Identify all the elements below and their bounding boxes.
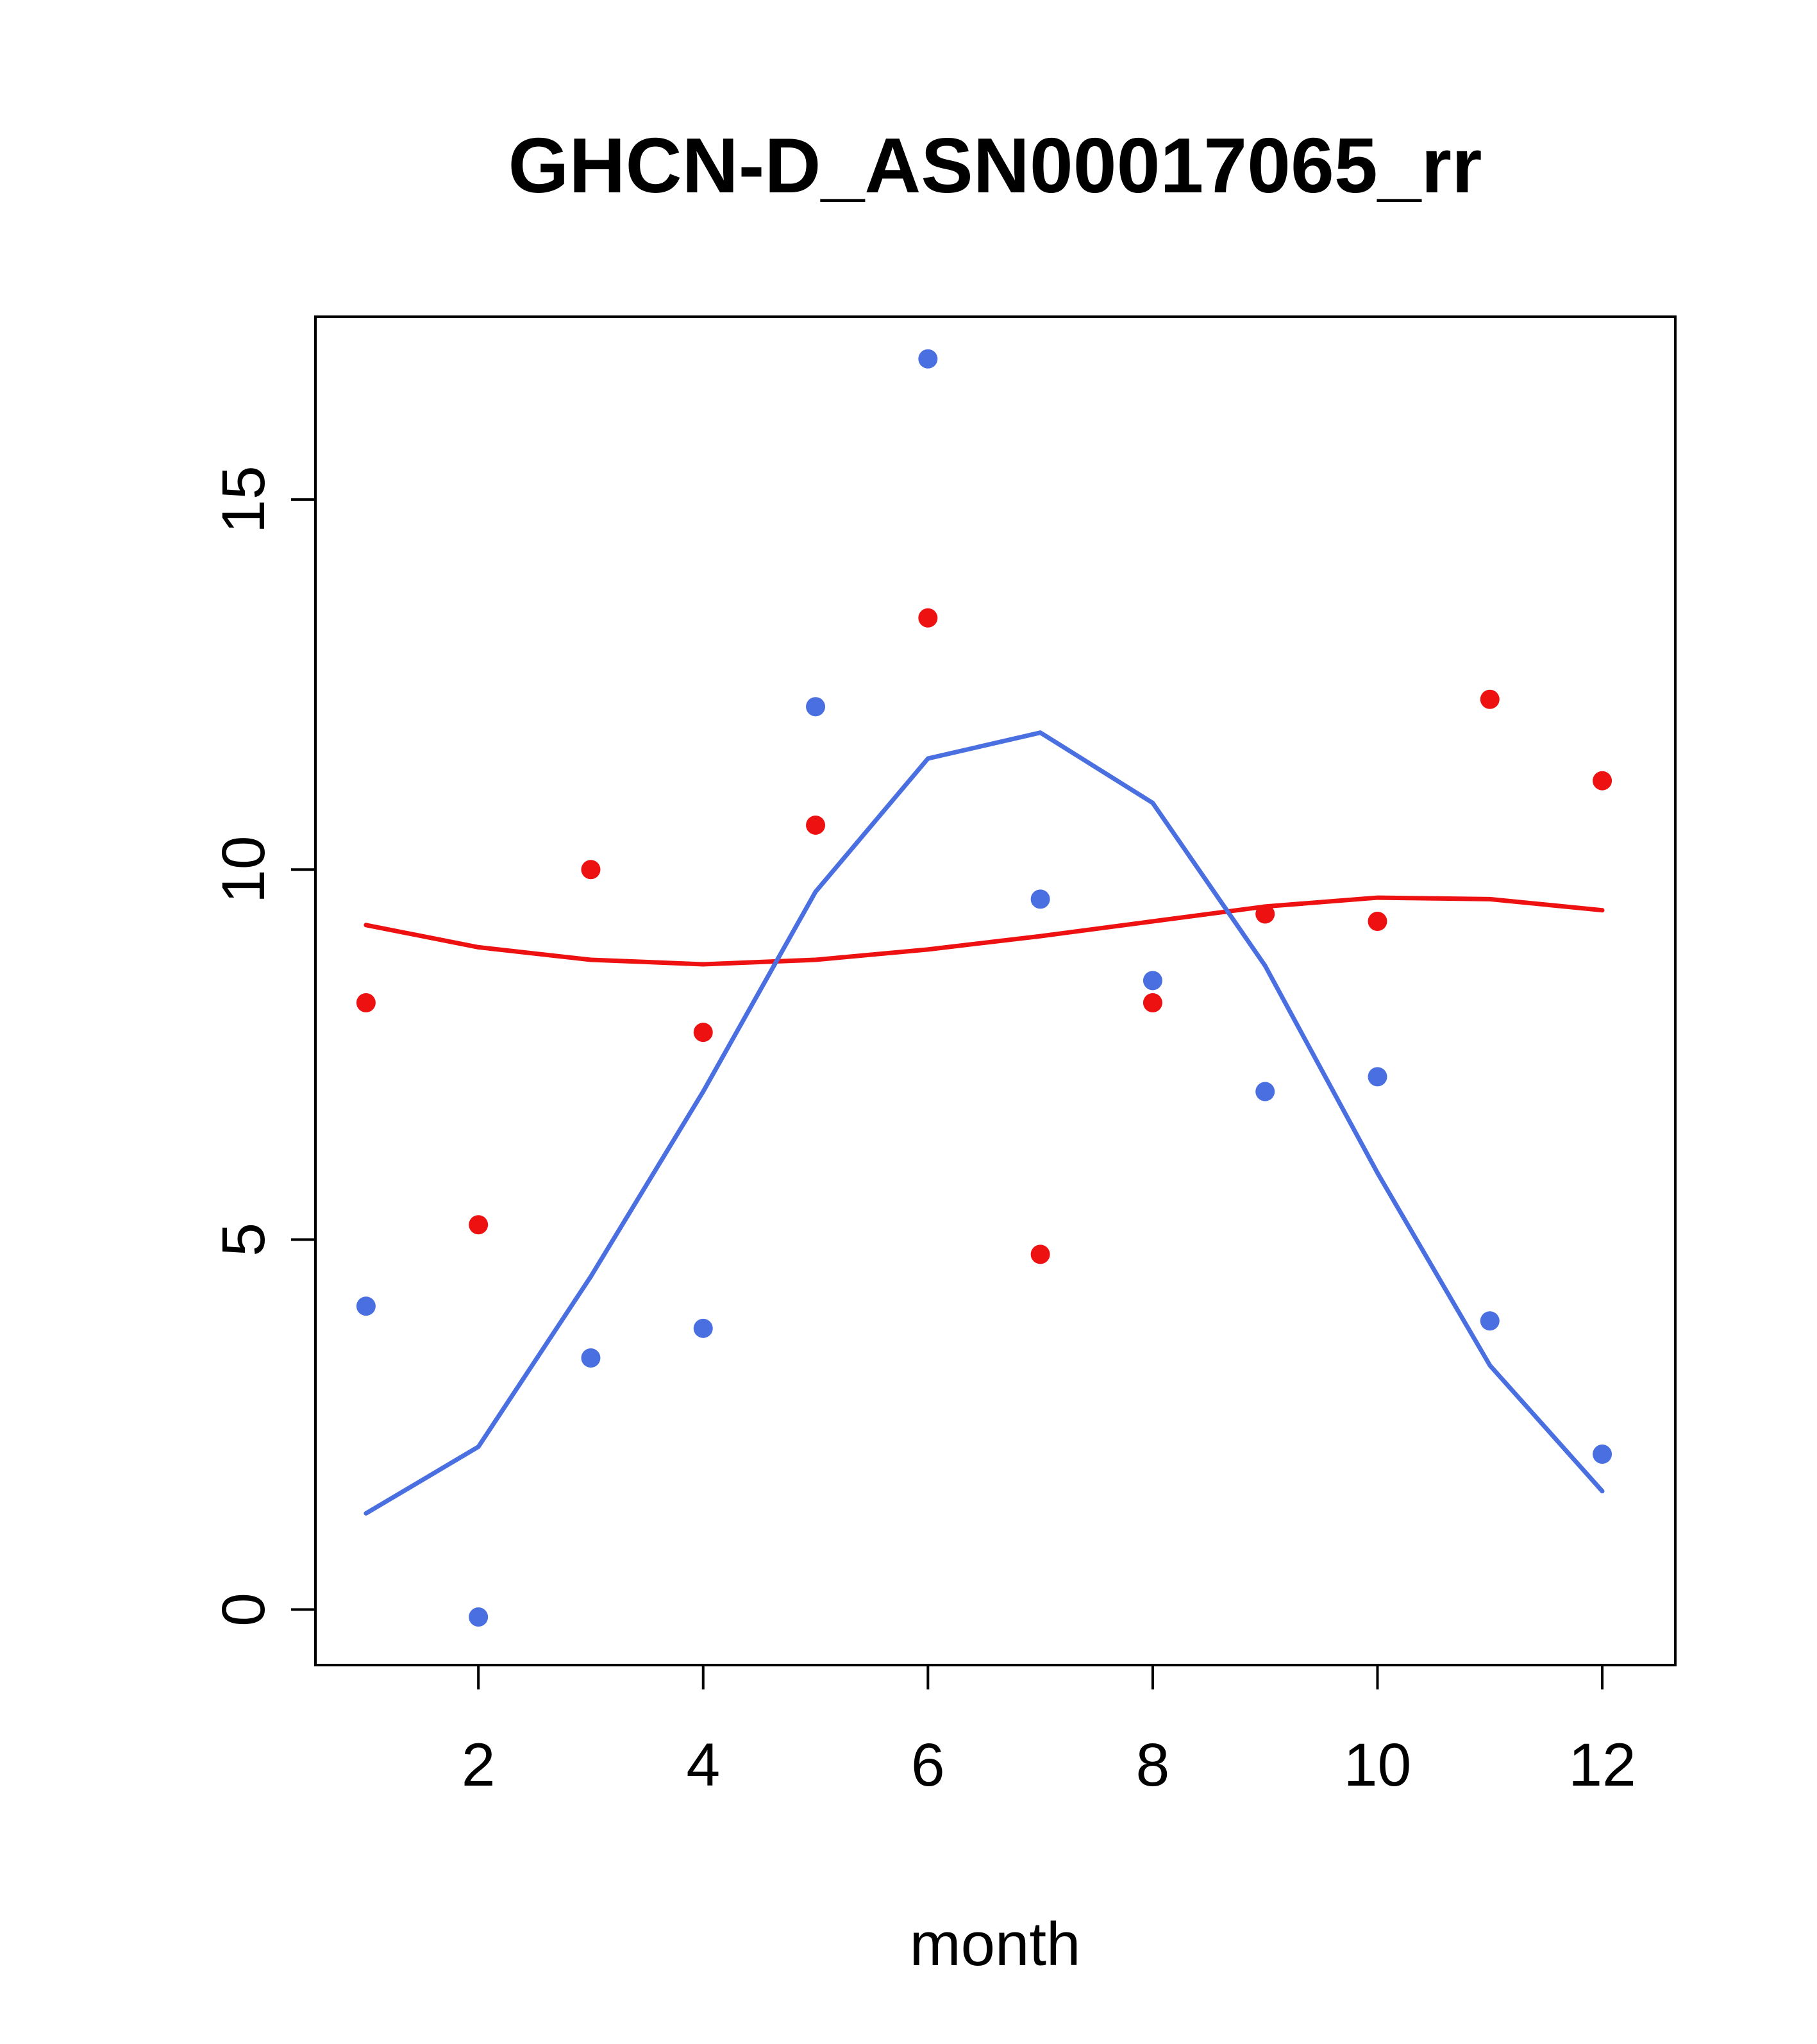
x-tick-label: 4: [686, 1731, 720, 1799]
blue-points-marker: [1480, 1311, 1500, 1331]
y-tick-label: 15: [210, 465, 278, 533]
plot-box: [314, 315, 1677, 1666]
red-points-marker: [1368, 912, 1387, 932]
chart-title: GHCN-D_ASN00017065_rr: [508, 122, 1482, 209]
red-points-marker: [1143, 993, 1162, 1012]
blue-points-marker: [1143, 971, 1162, 991]
blue-points-marker: [469, 1607, 489, 1627]
red-points-marker: [693, 1023, 713, 1043]
blue-points-marker: [581, 1348, 601, 1368]
blue-points-marker: [806, 697, 826, 717]
x-tick-label: 10: [1344, 1731, 1412, 1799]
blue-points-marker: [1368, 1067, 1387, 1087]
plot-content: 2 4 6 8 10 12 0 5 10 15: [210, 315, 1677, 1799]
y-tick-label: 5: [210, 1223, 278, 1257]
blue-points-marker: [918, 349, 938, 369]
red-points-marker: [356, 993, 376, 1012]
y-tick-label: 10: [210, 835, 278, 903]
red-points-marker: [1480, 689, 1500, 709]
red-smooth-line: [364, 895, 1605, 967]
red-points-marker: [1255, 904, 1275, 924]
x-tick-label: 6: [911, 1731, 945, 1799]
red-points-marker: [918, 608, 938, 628]
y-tick-label: 0: [210, 1593, 278, 1627]
red-points-marker: [806, 815, 826, 835]
x-tick-label: 8: [1135, 1731, 1169, 1799]
red-points-marker: [469, 1215, 489, 1235]
blue-points-marker: [1030, 889, 1050, 909]
red-points-marker: [1593, 771, 1612, 791]
red-points-marker: [1030, 1244, 1050, 1264]
blue-smooth-line: [364, 730, 1605, 1516]
blue-points-marker: [1593, 1445, 1612, 1464]
blue-points-marker: [1255, 1082, 1275, 1102]
x-tick-label: 2: [462, 1731, 496, 1799]
red-points-marker: [581, 860, 601, 880]
x-tick-label: 12: [1568, 1731, 1636, 1799]
blue-points-marker: [356, 1296, 376, 1316]
x-axis-label: month: [910, 1910, 1081, 1979]
blue-points-marker: [693, 1318, 713, 1338]
